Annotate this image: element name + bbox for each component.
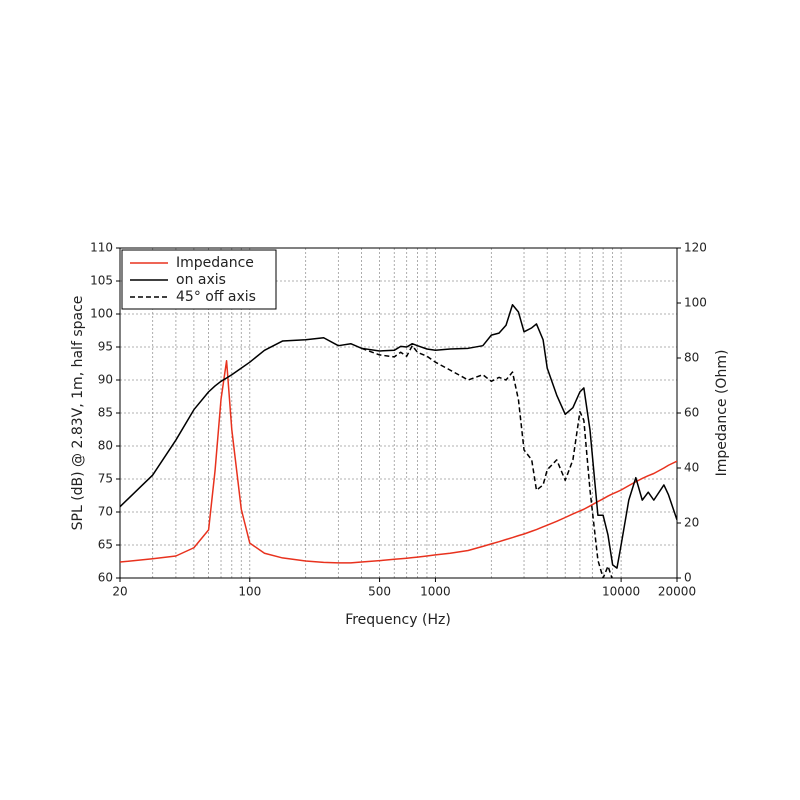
series-line	[120, 360, 677, 564]
x-tick-label: 20000	[658, 585, 696, 599]
y-tick-label: 60	[98, 571, 113, 585]
x-tick-label: 500	[368, 585, 391, 599]
legend-box	[121, 249, 277, 310]
plot-frame	[119, 247, 678, 579]
y2-tick-label: 60	[684, 406, 699, 420]
y-tick-label: 85	[98, 406, 113, 420]
x-tick-label: 10000	[602, 585, 640, 599]
x-tick-label: 1000	[420, 585, 451, 599]
y-tick-label: 75	[98, 472, 113, 486]
y-tick-label: 70	[98, 505, 113, 519]
x-tick-label: 100	[238, 585, 261, 599]
series-line	[120, 304, 677, 569]
y2-axis-label: Impedance (Ohm)	[714, 350, 730, 477]
x-axis-label: Frequency (Hz)	[345, 612, 451, 628]
y2-tick-label: 100	[684, 296, 707, 310]
y2-tick-label: 120	[684, 241, 707, 255]
y-tick-label: 80	[98, 439, 113, 453]
legend-label: Impedance	[176, 255, 254, 271]
y2-tick-label: 80	[684, 351, 699, 365]
y-tick-label: 65	[98, 538, 113, 552]
y-tick-label: 95	[98, 340, 113, 354]
y2-tick-label: 0	[684, 571, 692, 585]
y-tick-label: 100	[90, 307, 113, 321]
y-tick-label: 110	[90, 241, 113, 255]
legend-label: 45° off axis	[176, 289, 256, 305]
y2-tick-label: 20	[684, 516, 699, 530]
y-tick-label: 105	[90, 274, 113, 288]
y2-tick-label: 40	[684, 461, 699, 475]
x-tick-label: 20	[112, 585, 127, 599]
y-axis-label: SPL (dB) @ 2.83V, 1m, half space	[70, 296, 86, 531]
legend-label: on axis	[176, 272, 226, 288]
series-line	[361, 344, 613, 578]
y-tick-label: 90	[98, 373, 113, 387]
